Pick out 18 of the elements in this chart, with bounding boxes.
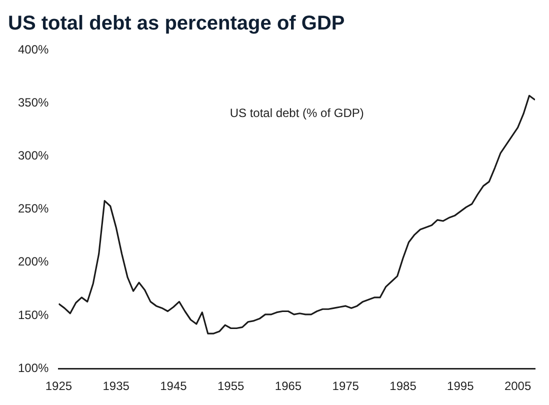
y-tick-label: 350% (18, 95, 50, 110)
x-tick-label: 1945 (160, 379, 188, 394)
chart-title: US total debt as percentage of GDP (8, 12, 345, 35)
x-tick-label: 1935 (102, 379, 130, 394)
y-tick-label: 300% (18, 148, 50, 163)
x-tick-label: 1995 (447, 379, 474, 394)
x-tick-label: 1955 (218, 379, 245, 394)
y-tick-label: 200% (18, 254, 50, 269)
x-tick-label: 1975 (332, 379, 360, 394)
x-tick-label: 2005 (504, 379, 532, 394)
y-tick-label: 150% (18, 308, 50, 322)
x-tick-label: 1965 (274, 379, 302, 394)
x-tick-label: 1925 (45, 379, 72, 394)
y-tick-label: 400% (18, 42, 50, 56)
y-tick-label: 100% (18, 360, 50, 375)
y-tick-label: 250% (18, 202, 50, 216)
annotation: US total debt (% of GDP) (230, 106, 364, 120)
x-tick-label: 1985 (390, 379, 417, 394)
